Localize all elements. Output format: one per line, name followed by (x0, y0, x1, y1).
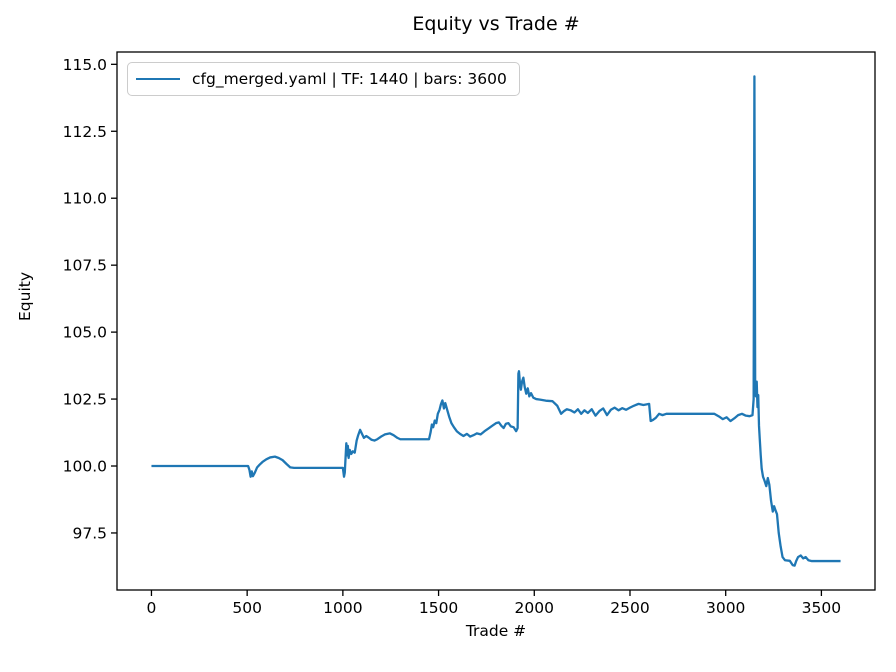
legend-label: cfg_merged.yaml | TF: 1440 | bars: 3600 (192, 70, 507, 88)
x-tick-label: 3500 (802, 599, 841, 617)
x-tick-label: 2000 (515, 599, 554, 617)
x-tick-label: 2500 (610, 599, 649, 617)
y-tick-label: 97.5 (72, 524, 107, 542)
chart-title: Equity vs Trade # (412, 13, 580, 35)
y-tick-label: 110.0 (63, 190, 107, 208)
x-tick-label: 1000 (323, 599, 362, 617)
y-tick-label: 100.0 (63, 458, 107, 476)
axes-frame (116, 51, 876, 591)
x-tick-label: 0 (147, 599, 157, 617)
y-tick-label: 105.0 (63, 324, 107, 342)
y-tick-label: 107.5 (63, 257, 107, 275)
x-tick-label: 1500 (419, 599, 458, 617)
x-axis-label: Trade # (465, 622, 527, 640)
y-tick-label: 115.0 (63, 56, 107, 74)
y-tick-label: 112.5 (63, 123, 107, 141)
x-tick-label: 3000 (706, 599, 745, 617)
legend-line-icon (136, 77, 180, 81)
equity-line (151, 75, 841, 567)
x-tick-label: 500 (232, 599, 262, 617)
legend: cfg_merged.yaml | TF: 1440 | bars: 3600 (127, 62, 520, 96)
y-tick-label: 102.5 (63, 391, 107, 409)
